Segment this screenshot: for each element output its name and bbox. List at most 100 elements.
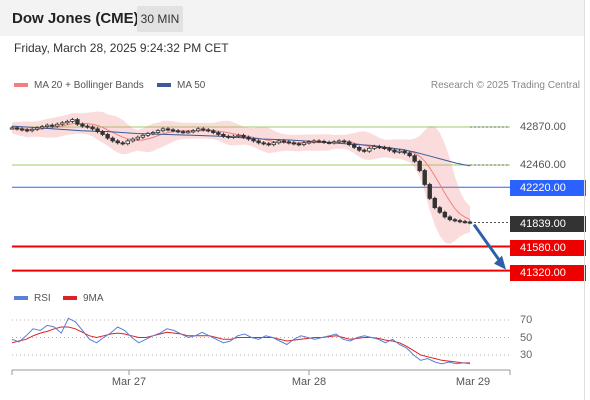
candle bbox=[336, 140, 342, 143]
candle bbox=[29, 128, 35, 132]
candle bbox=[221, 134, 226, 137]
ma50-swatch bbox=[157, 83, 171, 88]
candle bbox=[442, 211, 448, 218]
candle bbox=[251, 138, 256, 142]
candle bbox=[85, 125, 90, 128]
timeframe-button[interactable]: 30 MIN bbox=[137, 6, 183, 32]
candle bbox=[392, 149, 397, 153]
candle bbox=[236, 134, 241, 137]
candle bbox=[341, 140, 347, 143]
candle bbox=[65, 121, 70, 124]
bollinger-band bbox=[12, 111, 470, 244]
candle bbox=[90, 126, 95, 130]
candle bbox=[196, 128, 201, 132]
candle bbox=[115, 140, 120, 144]
candle bbox=[382, 146, 387, 149]
candle bbox=[226, 135, 231, 138]
candle bbox=[316, 140, 322, 143]
candle bbox=[447, 216, 453, 221]
level-label-42220: 42220.00 bbox=[510, 180, 586, 196]
candle bbox=[175, 130, 181, 133]
candle bbox=[120, 142, 125, 145]
candle bbox=[140, 134, 146, 138]
candle bbox=[301, 142, 307, 146]
candle bbox=[397, 150, 402, 153]
candle bbox=[155, 130, 161, 133]
candle bbox=[462, 221, 468, 224]
candle bbox=[437, 207, 443, 213]
level-label-42870: 42870.00 bbox=[520, 121, 566, 133]
right-border bbox=[584, 0, 585, 400]
candle bbox=[372, 146, 377, 149]
candle bbox=[377, 146, 382, 149]
legend-ma50: MA 50 bbox=[157, 80, 205, 91]
candle bbox=[311, 140, 317, 143]
candle bbox=[241, 134, 246, 138]
rsi-tick-70: 70 bbox=[520, 314, 533, 326]
candle bbox=[145, 133, 151, 136]
candle bbox=[286, 141, 292, 144]
instrument-title: Dow Jones (CME) bbox=[12, 10, 139, 27]
candle bbox=[125, 140, 130, 145]
candle bbox=[231, 135, 236, 138]
level-label-41320: 41320.00 bbox=[510, 265, 586, 281]
candle bbox=[266, 143, 271, 146]
candle bbox=[14, 127, 20, 130]
projection-arrow-head bbox=[494, 255, 506, 270]
candle bbox=[100, 131, 105, 135]
candle bbox=[291, 142, 297, 145]
candle bbox=[457, 220, 463, 223]
candle bbox=[357, 146, 362, 151]
header-bar bbox=[0, 0, 584, 36]
candle bbox=[427, 184, 432, 199]
candle bbox=[331, 141, 337, 144]
candle bbox=[60, 122, 65, 125]
candle bbox=[165, 128, 171, 131]
candle bbox=[432, 197, 437, 209]
legend-bollinger: MA 20 + Bollinger Bands bbox=[14, 80, 144, 91]
candle bbox=[296, 143, 302, 146]
rsi-line bbox=[11, 317, 471, 365]
candle bbox=[467, 221, 473, 224]
legend-rsi: RSI bbox=[14, 293, 51, 304]
candle bbox=[185, 131, 191, 134]
candle bbox=[95, 128, 100, 133]
datetime-label: Friday, March 28, 2025 9:24:32 PM CET bbox=[14, 41, 229, 55]
candle bbox=[246, 136, 251, 140]
candle bbox=[352, 144, 357, 148]
candle bbox=[160, 128, 166, 132]
rsi-tick-50: 50 bbox=[520, 332, 533, 344]
candle bbox=[402, 150, 407, 154]
candle bbox=[321, 140, 327, 143]
legend-bollinger-label: MA 20 + Bollinger Bands bbox=[34, 80, 144, 91]
candle bbox=[180, 131, 186, 134]
candle bbox=[261, 142, 266, 145]
candle bbox=[105, 134, 110, 139]
candle bbox=[50, 124, 55, 127]
candle bbox=[211, 130, 216, 133]
x-tick-mar29: Mar 29 bbox=[455, 376, 491, 388]
candle bbox=[75, 119, 80, 125]
candle bbox=[417, 160, 422, 171]
candle bbox=[34, 127, 40, 130]
candle bbox=[170, 129, 176, 132]
x-tick-mar27: Mar 27 bbox=[111, 376, 147, 388]
candle bbox=[347, 141, 352, 146]
candle bbox=[55, 123, 60, 127]
candle bbox=[70, 119, 75, 122]
candle bbox=[39, 126, 45, 129]
candle bbox=[422, 170, 427, 185]
copyright: Research © 2025 Trading Central bbox=[430, 80, 580, 91]
projection-arrow bbox=[472, 223, 503, 264]
candle bbox=[19, 128, 25, 131]
legend-rsi-ma: 9MA bbox=[63, 293, 104, 304]
x-tick-mar28: Mar 28 bbox=[291, 376, 327, 388]
candle bbox=[326, 141, 332, 144]
candle bbox=[9, 127, 15, 130]
candle bbox=[110, 137, 115, 142]
candle bbox=[130, 138, 135, 142]
level-label-42460: 42460.00 bbox=[520, 159, 566, 171]
legend-rsi-label: RSI bbox=[34, 293, 51, 304]
candle bbox=[362, 149, 367, 152]
